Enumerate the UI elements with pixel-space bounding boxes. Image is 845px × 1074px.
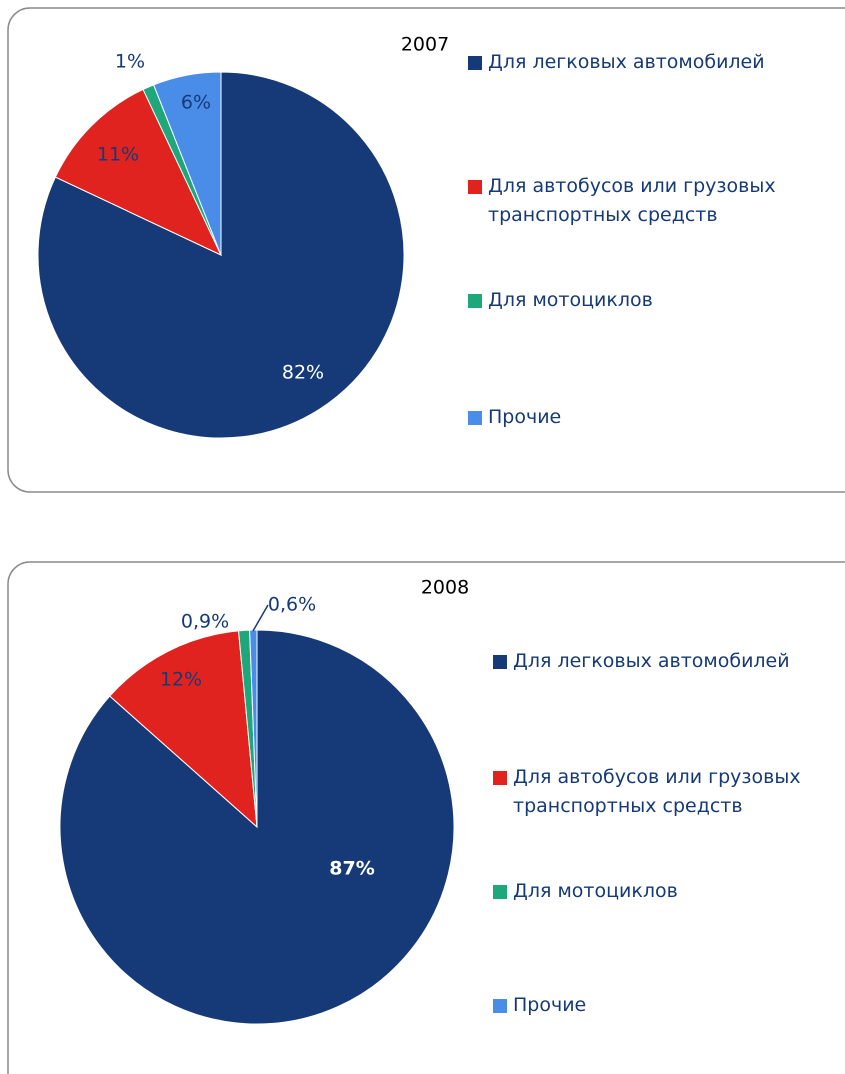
data-label: 0,6% [268,594,316,616]
legend-swatch [468,180,482,194]
data-label: 0,9% [181,611,229,633]
legend-item: Для мотоциклов [468,286,798,315]
legend-label: Для легковых автомобилей [513,650,790,672]
pie-slice [152,71,222,256]
legend-label: Для автобусов или грузовых транспортных … [488,175,776,226]
legend-item: Для легковых автомобилей [468,48,798,77]
legend-item: Для автобусов или грузовых транспортных … [493,763,823,821]
legend-label: Для автобусов или грузовых транспортных … [513,766,801,817]
legend-label: Для легковых автомобилей [488,51,765,73]
chart-title: 2007 [401,34,449,56]
legend-item: Для мотоциклов [493,877,823,906]
legend-label: Прочие [488,406,562,428]
legend-label: Для мотоциклов [488,289,653,311]
legend-swatch [493,999,507,1013]
legend-swatch [493,771,507,785]
data-label: 11% [97,144,139,166]
data-label: 6% [181,92,211,114]
leader-line [252,604,269,632]
legend-label: Для мотоциклов [513,880,678,902]
legend-item: Прочие [468,403,798,432]
legend-item: Прочие [493,991,823,1020]
legend-swatch [468,411,482,425]
data-label: 1% [115,51,145,73]
data-label: 12% [160,669,202,691]
legend-swatch [493,885,507,899]
legend-swatch [468,56,482,70]
chart-title: 2008 [421,577,469,599]
data-label: 87% [329,858,374,880]
pie-slice [109,630,258,829]
legend-swatch [468,294,482,308]
data-label: 82% [282,362,324,384]
legend-item: Для автобусов или грузовых транспортных … [468,172,798,230]
legend-swatch [493,655,507,669]
legend-item: Для легковых автомобилей [493,647,823,676]
pie-slice [54,88,223,257]
legend-label: Прочие [513,994,587,1016]
